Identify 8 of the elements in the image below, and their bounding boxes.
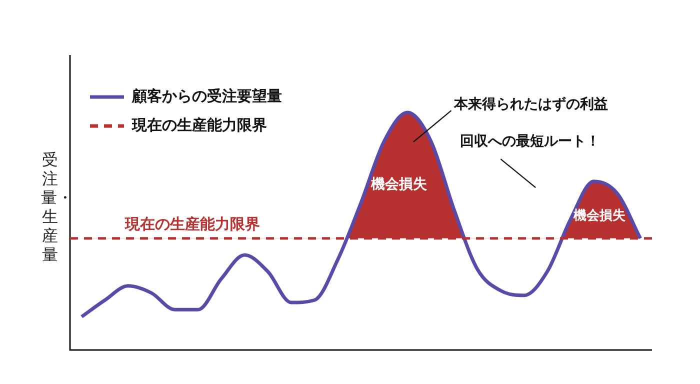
- annotation: 機会損失: [370, 176, 428, 192]
- y-axis-title: 受注量・生産量: [41, 150, 73, 264]
- legend-label: 現在の生産能力限界: [131, 116, 267, 134]
- legend-label: 顧客からの受注要望量: [131, 86, 282, 105]
- annotation: 回収への最短ルート！: [460, 134, 600, 150]
- annotation: 機会損失: [572, 208, 627, 224]
- text: 現在の生産能力限界: [125, 214, 260, 233]
- annotation: 本来得られたはずの利益: [453, 96, 608, 113]
